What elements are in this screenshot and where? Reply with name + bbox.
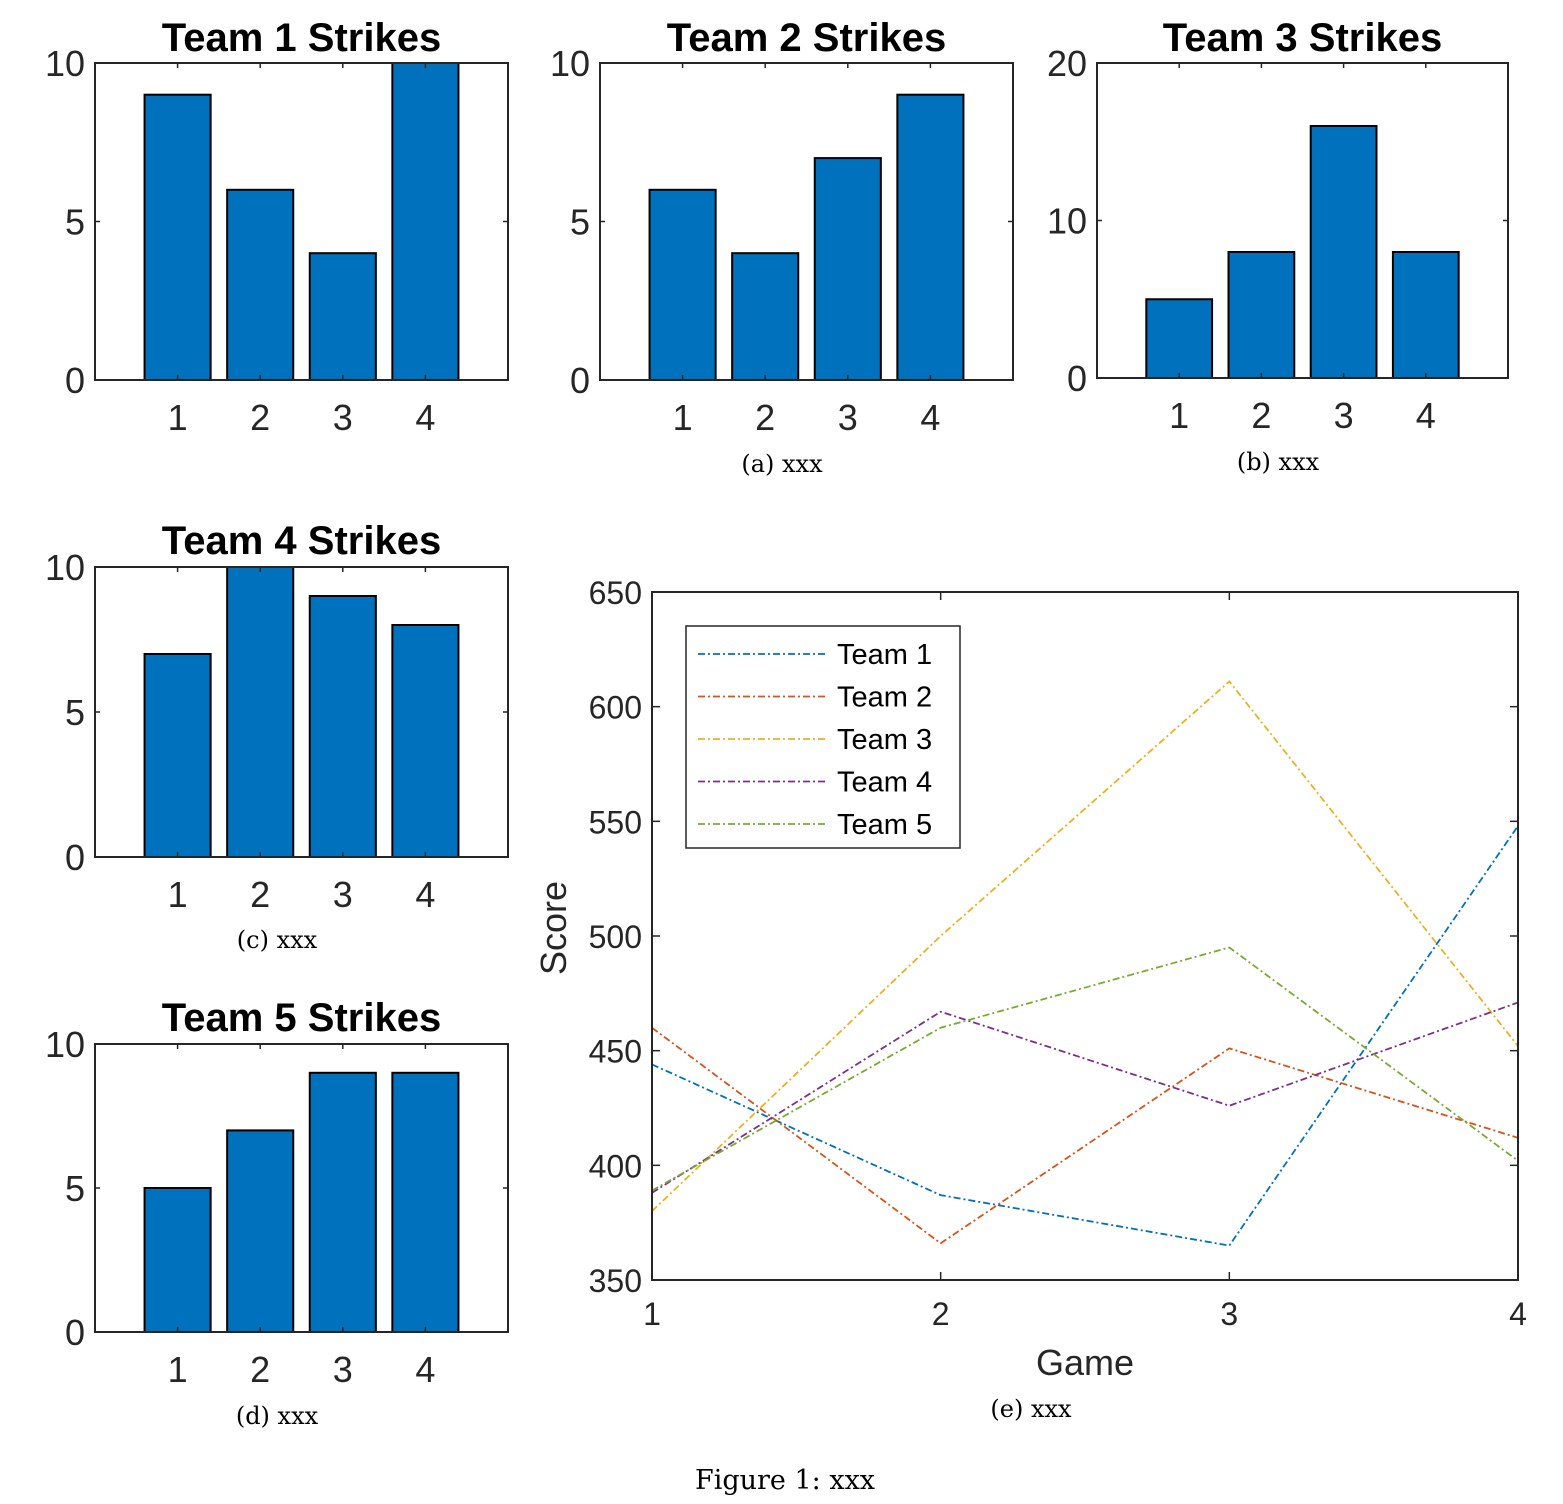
series-line-team-3 <box>651 680 1519 1212</box>
x-tick-label: 3 <box>1220 1296 1238 1332</box>
x-tick-label: 4 <box>415 1349 435 1390</box>
y-tick-label: 10 <box>45 1024 85 1065</box>
x-tick-label: 2 <box>755 397 775 438</box>
y-tick-label: 0 <box>570 360 590 401</box>
x-tick-label: 4 <box>920 397 940 438</box>
bar <box>813 157 882 381</box>
x-tick-label: 1 <box>168 397 188 438</box>
y-tick-label: 20 <box>1047 43 1087 84</box>
x-tick-label: 3 <box>333 1349 353 1390</box>
y-tick-label: 5 <box>65 202 85 243</box>
x-axis-label: Game <box>1036 1342 1134 1383</box>
bar-panel-2: 0 5 10 1 2 3 4 Team 2 Strikes (a) xxx <box>550 16 1014 478</box>
bar <box>143 653 212 858</box>
y-tick-label: 550 <box>589 804 642 840</box>
y-axis-label: Score <box>533 881 574 975</box>
bar <box>391 624 460 858</box>
y-tick-label: 10 <box>1047 201 1087 242</box>
bar <box>896 93 965 381</box>
bar <box>226 188 295 381</box>
x-tick-label: 2 <box>250 1349 270 1390</box>
y-tick-label: 600 <box>589 690 642 726</box>
bar-panel-3: 0 10 20 1 2 3 4 Team 3 Strikes (b) xxx <box>1047 16 1509 476</box>
x-tick-label: 2 <box>932 1296 950 1332</box>
legend-box <box>685 625 961 849</box>
x-tick-label: 1 <box>673 397 693 438</box>
y-tick-label: 0 <box>65 1312 85 1353</box>
bar-panel-1: 0 5 10 1 2 3 4 Team 1 Strikes <box>45 16 509 438</box>
y-tick-label: 350 <box>589 1263 642 1299</box>
x-tick-label: 4 <box>415 874 435 915</box>
bar <box>391 1071 460 1334</box>
x-tick-label: 3 <box>1334 395 1354 436</box>
bar <box>308 252 377 381</box>
y-tick-label: 10 <box>550 43 590 84</box>
x-tick-label: 4 <box>415 397 435 438</box>
x-tick-label: 1 <box>168 1349 188 1390</box>
y-tick-label: 0 <box>65 837 85 878</box>
legend-entry: Team 2 <box>837 682 932 714</box>
y-tick-label: 10 <box>45 43 85 84</box>
subfigure-caption: (c) xxx <box>237 926 318 954</box>
bar <box>143 1187 212 1333</box>
chart-title: Team 4 Strikes <box>162 519 441 563</box>
x-tick-label: 3 <box>333 874 353 915</box>
subfigure-caption: (e) xxx <box>990 1395 1072 1423</box>
chart-title: Team 3 Strikes <box>1163 16 1442 60</box>
subfigure-caption: (b) xxx <box>1237 448 1320 476</box>
bar <box>1391 251 1460 379</box>
x-tick-label: 1 <box>643 1296 661 1332</box>
y-tick-label: 0 <box>1067 358 1087 399</box>
bar <box>143 93 212 381</box>
bar <box>1309 125 1378 379</box>
subfigure-caption: (a) xxx <box>741 450 823 478</box>
chart-title: Team 2 Strikes <box>667 16 946 60</box>
series-line-team-5 <box>651 946 1519 1192</box>
bar <box>1227 251 1296 379</box>
y-tick-label: 5 <box>65 1168 85 1209</box>
y-tick-label: 500 <box>589 919 642 955</box>
y-tick-label: 10 <box>45 547 85 588</box>
chart-title: Team 5 Strikes <box>162 996 441 1040</box>
bar <box>308 1071 377 1334</box>
x-tick-label: 2 <box>1251 395 1271 436</box>
x-tick-label: 1 <box>168 874 188 915</box>
x-tick-label: 4 <box>1416 395 1436 436</box>
legend-entry: Team 1 <box>837 639 932 671</box>
x-tick-label: 1 <box>1169 395 1189 436</box>
series-line-team-2 <box>651 1027 1519 1245</box>
x-tick-label: 2 <box>250 874 270 915</box>
y-tick-label: 5 <box>570 202 590 243</box>
bar-panel-5: 0 5 10 1 2 3 4 Team 5 Strikes (d) xxx <box>45 996 509 1430</box>
x-tick-label: 4 <box>1509 1296 1527 1332</box>
y-tick-label: 650 <box>589 575 642 611</box>
bar <box>1145 298 1214 379</box>
figure-caption: Figure 1: xxx <box>695 1465 875 1496</box>
bar-panel-4: 0 5 10 1 2 3 4 Team 4 Strikes (c) xxx <box>45 519 509 954</box>
x-tick-label: 2 <box>250 397 270 438</box>
legend-entry: Team 3 <box>837 724 932 756</box>
line-panel: 350 400 450 500 550 600 650 1 2 3 4 Game Score Team 1… <box>533 575 1527 1423</box>
bar <box>731 252 800 381</box>
legend: Team 1 Team 2 Team 3 Team 4 Team 5 <box>685 625 961 849</box>
x-tick-label: 3 <box>838 397 858 438</box>
legend-entry: Team 4 <box>837 767 932 799</box>
bar <box>226 566 295 858</box>
subfigure-caption: (d) xxx <box>236 1402 319 1430</box>
y-tick-label: 450 <box>589 1034 642 1070</box>
y-tick-label: 5 <box>65 692 85 733</box>
chart-title: Team 1 Strikes <box>162 16 441 60</box>
bar <box>648 188 717 381</box>
bar <box>308 595 377 858</box>
x-tick-label: 3 <box>333 397 353 438</box>
bar <box>391 62 460 381</box>
y-tick-label: 400 <box>589 1148 642 1184</box>
legend-entry: Team 5 <box>837 809 932 841</box>
y-tick-label: 0 <box>65 360 85 401</box>
series-line-team-1 <box>651 825 1519 1247</box>
bar <box>226 1129 295 1334</box>
